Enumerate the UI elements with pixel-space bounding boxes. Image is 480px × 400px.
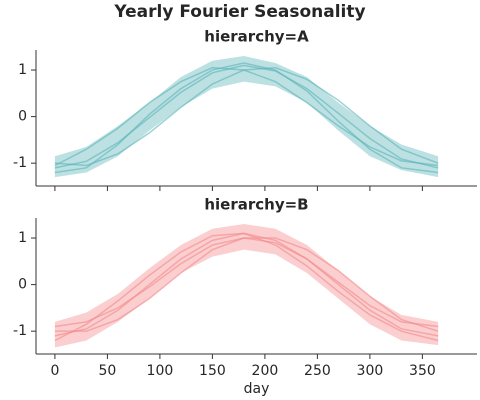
series-line (54, 64, 439, 169)
y-tick-label: -1 (13, 323, 27, 339)
band (54, 224, 439, 348)
series-line (54, 62, 439, 174)
x-tick-label: 250 (304, 363, 331, 379)
y-tick-label: -1 (13, 155, 27, 171)
x-tick-label: 200 (252, 363, 279, 379)
x-tick-label: 350 (409, 363, 436, 379)
x-axis-label: day (244, 381, 270, 397)
y-tick-label: 0 (18, 109, 27, 125)
series-line (54, 232, 439, 342)
x-tick-label: 0 (50, 363, 59, 379)
panel-title: hierarchy=A (204, 28, 309, 46)
figure-title: Yearly Fourier Seasonality (113, 2, 365, 22)
series-line (54, 237, 439, 332)
series-line (54, 66, 439, 167)
band (54, 56, 439, 178)
y-tick-label: 0 (18, 277, 27, 293)
x-tick-label: 100 (147, 363, 174, 379)
x-tick-label: 50 (98, 363, 116, 379)
x-tick-label: 150 (199, 363, 226, 379)
x-tick-label: 300 (357, 363, 384, 379)
panel-title: hierarchy=B (204, 196, 308, 214)
y-tick-label: 1 (18, 62, 27, 78)
y-tick-label: 1 (18, 230, 27, 246)
